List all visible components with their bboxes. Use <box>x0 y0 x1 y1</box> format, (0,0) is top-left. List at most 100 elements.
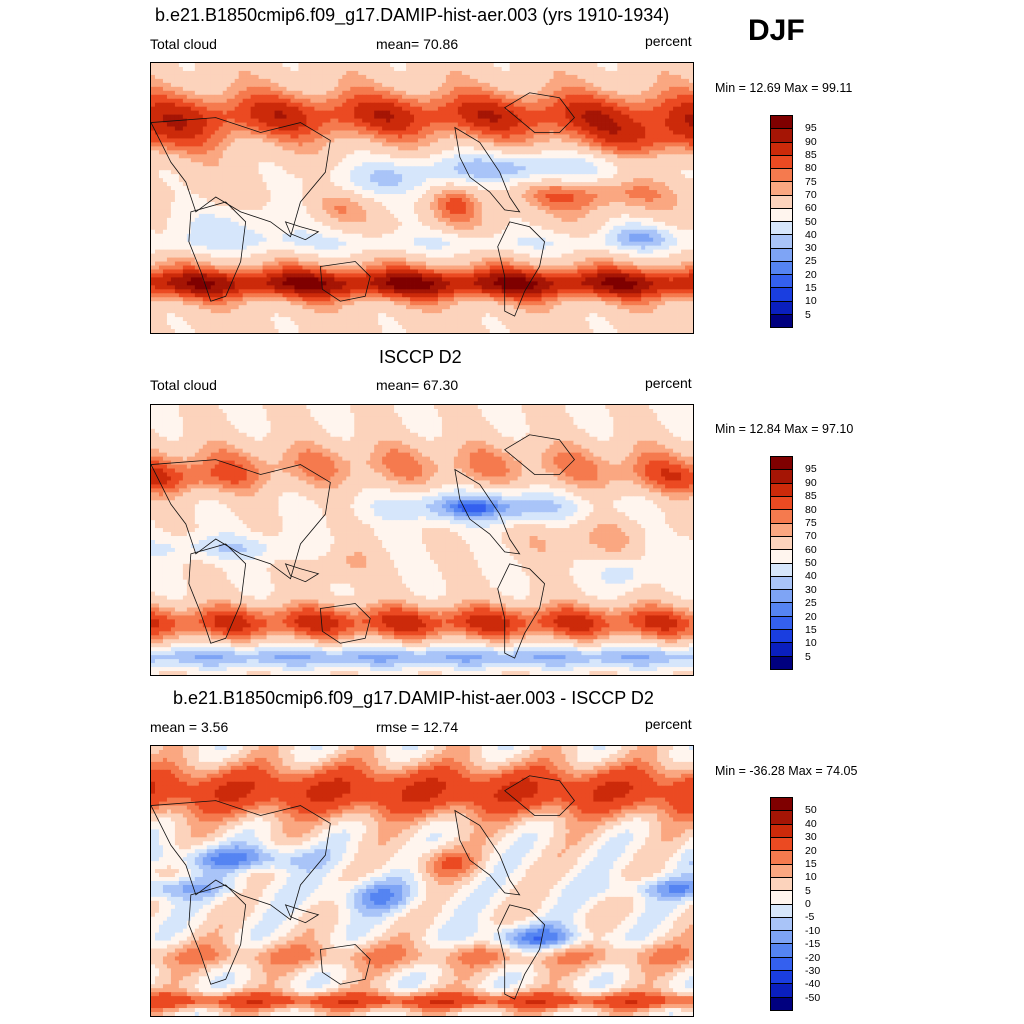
colorbar-segment <box>771 457 792 471</box>
coastline <box>319 261 371 302</box>
colorbar-segment <box>771 944 792 958</box>
colorbar-segment <box>771 997 792 1010</box>
coastline <box>497 904 545 1000</box>
colorbar-segment <box>771 235 792 249</box>
coastline <box>284 563 320 583</box>
panel-3-colorbar <box>770 797 793 1011</box>
panel-3-map <box>150 745 694 1017</box>
coastline <box>454 468 521 555</box>
colorbar-tick-label: 75 <box>805 176 817 187</box>
colorbar-segment <box>771 275 792 289</box>
colorbar-tick-label: 0 <box>805 899 811 910</box>
panel-1-title: b.e21.B1850cmip6.f09_g17.DAMIP-hist-aer.… <box>155 5 669 26</box>
colorbar-tick-label: 75 <box>805 518 817 529</box>
colorbar-tick-label: 80 <box>805 504 817 515</box>
colorbar-tick-label: 95 <box>805 464 817 475</box>
colorbar-tick-label: 85 <box>805 491 817 502</box>
colorbar-tick-label: 40 <box>805 571 817 582</box>
coastline <box>504 775 575 816</box>
colorbar-segment <box>771 931 792 945</box>
coastline <box>284 221 320 241</box>
colorbar-segment <box>771 129 792 143</box>
colorbar-segment <box>771 195 792 209</box>
colorbar-tick-label: 15 <box>805 859 817 870</box>
panel-3-title: b.e21.B1850cmip6.f09_g17.DAMIP-hist-aer.… <box>173 688 654 709</box>
panel-2-units-label: percent <box>645 375 692 391</box>
coastline <box>454 809 521 896</box>
coastline <box>454 126 521 213</box>
colorbar-segment <box>771 984 792 998</box>
colorbar-segment <box>771 630 792 644</box>
colorbar-segment <box>771 904 792 918</box>
colorbar-segment <box>771 603 792 617</box>
colorbar-segment <box>771 550 792 564</box>
coastline <box>319 944 371 985</box>
colorbar-segment <box>771 616 792 631</box>
colorbar-segment <box>771 957 792 972</box>
colorbar-tick-label: 95 <box>805 123 817 134</box>
panel-1-map <box>150 62 694 334</box>
colorbar-segment <box>771 523 792 537</box>
colorbar-segment <box>771 222 792 236</box>
colorbar-tick-label: 70 <box>805 190 817 201</box>
panel-1-variable-label: Total cloud <box>150 36 217 52</box>
colorbar-segment <box>771 811 792 825</box>
panel-2-title: ISCCP D2 <box>379 347 462 368</box>
map-field <box>151 746 693 1016</box>
panel-2-map <box>150 404 694 676</box>
colorbar-tick-label: 40 <box>805 819 817 830</box>
colorbar-tick-label: -40 <box>805 979 820 990</box>
colorbar-tick-label: 50 <box>805 216 817 227</box>
colorbar-segment <box>771 261 792 275</box>
colorbar-segment <box>771 169 792 183</box>
colorbar-tick-label: 30 <box>805 832 817 843</box>
colorbar-tick-label: -30 <box>805 966 820 977</box>
coastline <box>188 543 247 644</box>
coastline <box>497 221 545 317</box>
colorbar-tick-label: 15 <box>805 625 817 636</box>
colorbar-tick-label: 85 <box>805 150 817 161</box>
colorbar-segment <box>771 864 792 878</box>
colorbar-tick-label: 5 <box>805 651 811 662</box>
colorbar-segment <box>771 301 792 315</box>
colorbar-tick-label: 10 <box>805 872 817 883</box>
panel-3-minmax: Min = -36.28 Max = 74.05 <box>715 764 857 778</box>
colorbar-segment <box>771 483 792 497</box>
colorbar-segment <box>771 917 792 932</box>
colorbar-segment <box>771 248 792 262</box>
colorbar-segment <box>771 643 792 657</box>
colorbar-segment <box>771 877 792 892</box>
map-field <box>151 405 693 675</box>
colorbar-segment <box>771 142 792 156</box>
colorbar-segment <box>771 510 792 524</box>
colorbar-tick-label: 15 <box>805 283 817 294</box>
colorbar-segment <box>771 971 792 985</box>
panel-2-mean-label: mean= 67.30 <box>376 377 458 393</box>
colorbar-tick-label: 10 <box>805 638 817 649</box>
colorbar-tick-label: 5 <box>805 309 811 320</box>
panel-2-minmax: Min = 12.84 Max = 97.10 <box>715 422 853 436</box>
colorbar-tick-label: -10 <box>805 926 820 937</box>
colorbar-tick-label: -20 <box>805 952 820 963</box>
panel-3-mean-label: mean = 3.56 <box>150 719 228 735</box>
colorbar-tick-label: 50 <box>805 558 817 569</box>
colorbar-tick-label: -15 <box>805 939 820 950</box>
colorbar-tick-label: 30 <box>805 585 817 596</box>
colorbar-segment <box>771 851 792 865</box>
coastline <box>504 92 575 133</box>
coastline <box>497 563 545 659</box>
colorbar-tick-label: -5 <box>805 912 814 923</box>
colorbar-tick-label: 90 <box>805 478 817 489</box>
coastline <box>151 459 331 580</box>
colorbar-segment <box>771 208 792 222</box>
coastline <box>151 800 331 921</box>
panel-2-colorbar <box>770 456 793 670</box>
panel-2-variable-label: Total cloud <box>150 377 217 393</box>
colorbar-tick-label: 20 <box>805 845 817 856</box>
colorbar-tick-label: 20 <box>805 270 817 281</box>
colorbar-segment <box>771 288 792 302</box>
colorbar-tick-label: 90 <box>805 136 817 147</box>
colorbar-tick-label: 80 <box>805 163 817 174</box>
panel-1-units-label: percent <box>645 33 692 49</box>
colorbar-tick-label: 25 <box>805 598 817 609</box>
